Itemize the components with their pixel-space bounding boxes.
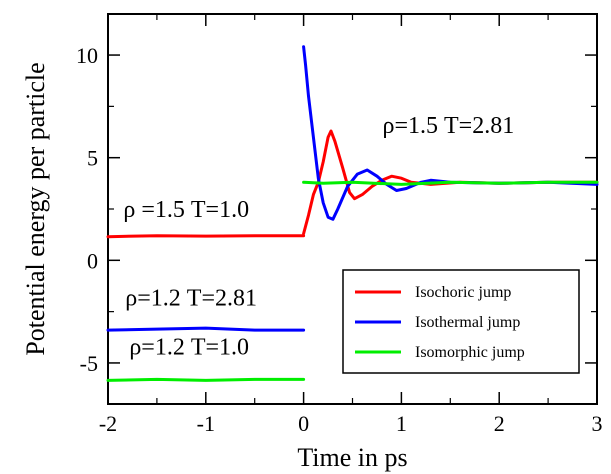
x-tick-label: 3 (592, 411, 603, 436)
y-tick-label: 0 (87, 248, 98, 273)
y-tick-label: 5 (87, 146, 98, 171)
series-line-isomorphic-jump-after (302, 180, 599, 186)
x-axis-label: Time in ps (297, 443, 407, 472)
y-tick-label: -5 (80, 351, 98, 376)
y-tick-label: 10 (76, 43, 98, 68)
legend-label: Isothermal jump (415, 314, 520, 331)
state-annotation: ρ=1.2 T=1.0 (129, 335, 249, 361)
x-tick-label: 1 (396, 411, 407, 436)
state-annotation: ρ=1.5 T=2.81 (382, 113, 514, 139)
legend: Isochoric jump Isothermal jump Isomorphic … (342, 269, 580, 374)
series-line-isothermal-jump-before (106, 326, 306, 332)
legend-label: Isochoric jump (415, 284, 511, 301)
annotations: ρ=1.5 T=2.81 ρ =1.5 T=1.0 ρ=1.2 T=2.81 ρ=1.… (123, 113, 514, 361)
y-axis-label: Potential energy per particle (21, 62, 50, 355)
series-layer (106, 45, 599, 382)
x-tick-label: 2 (494, 411, 505, 436)
series-line-isochoric-jump-before (106, 234, 306, 239)
axis-ticks: -2 -1 0 1 2 3 -5 0 5 10 (76, 14, 603, 436)
x-tick-label: -1 (197, 411, 215, 436)
x-tick-label: 0 (298, 411, 309, 436)
state-annotation: ρ=1.2 T=2.81 (125, 285, 257, 311)
state-annotation: ρ =1.5 T=1.0 (123, 197, 249, 223)
legend-label: Isomorphic jump (415, 344, 525, 361)
series-line-isomorphic-jump-before (106, 377, 306, 382)
x-tick-label: -2 (99, 411, 117, 436)
